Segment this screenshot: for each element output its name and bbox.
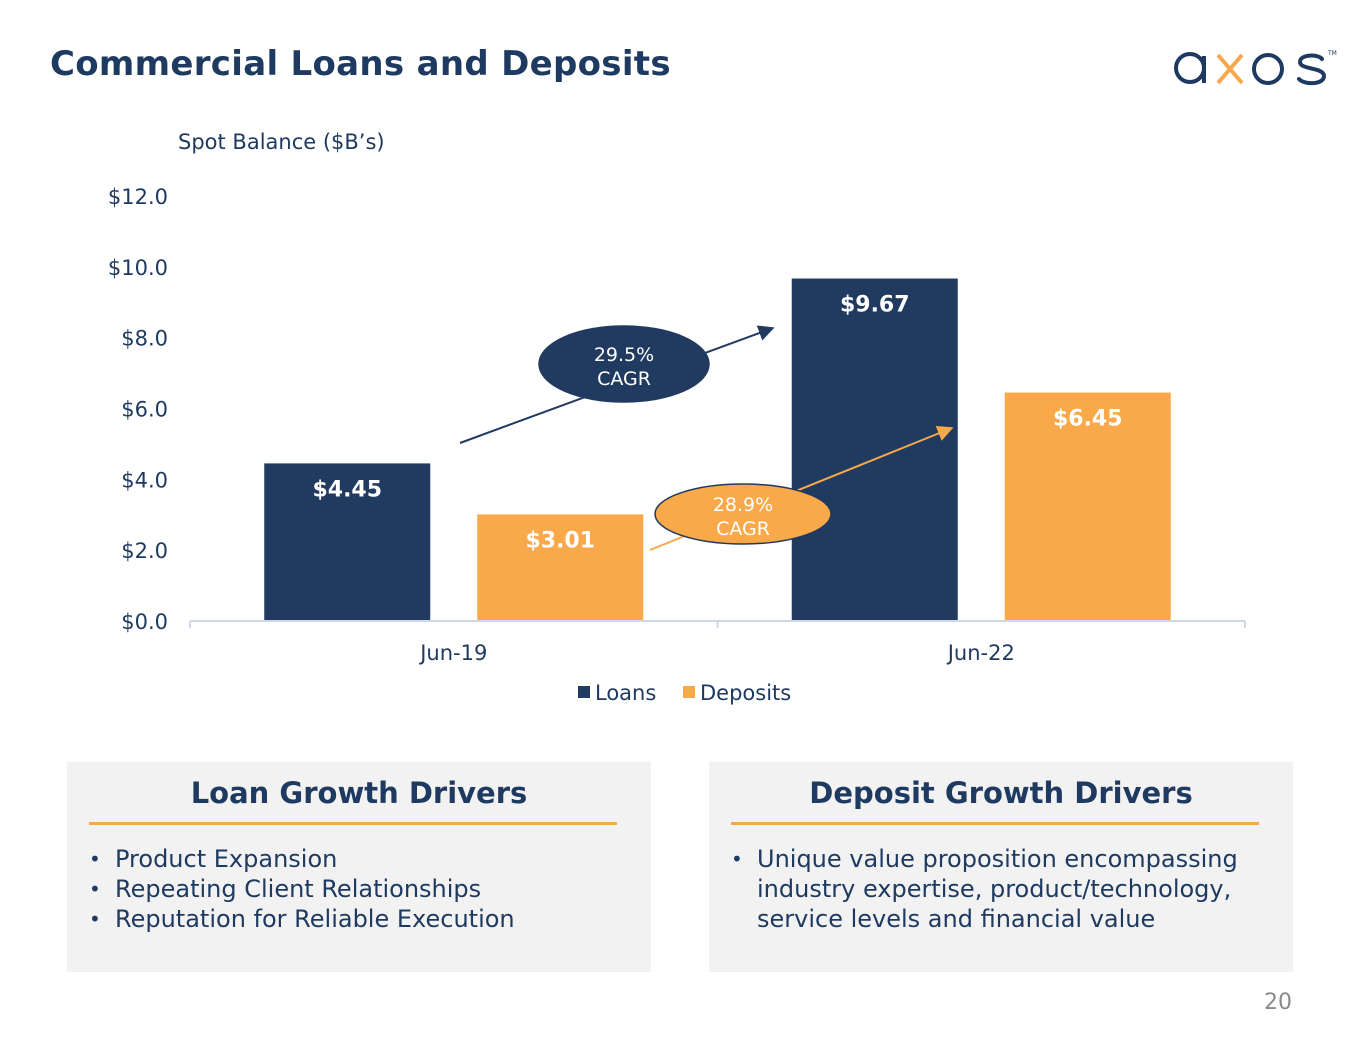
y-tick-label: $2.0 [121, 539, 168, 563]
slide-title: Commercial Loans and Deposits [50, 44, 671, 84]
deposit-growth-drivers-title: Deposit Growth Drivers [809, 776, 1193, 810]
loan-growth-drivers-panel: Loan Growth Drivers Product Expansion Re… [67, 762, 651, 972]
legend-label: Deposits [700, 681, 791, 705]
panel-divider [89, 822, 617, 825]
cagr-text-label: CAGR [597, 368, 651, 390]
y-tick-label: $0.0 [121, 610, 168, 634]
list-item: Product Expansion [87, 844, 631, 874]
cagr-callout [654, 483, 832, 545]
chart-subtitle: Spot Balance ($B’s) [178, 130, 385, 154]
axos-logo: TM [1168, 40, 1340, 100]
bar-data-label: $4.45 [312, 477, 382, 502]
loans-bar [264, 463, 431, 621]
y-tick-label: $12.0 [108, 185, 168, 209]
y-tick-label: $8.0 [121, 327, 168, 351]
deposits-bar [1004, 392, 1171, 621]
deposit-growth-drivers-panel: Deposit Growth Drivers Unique value prop… [709, 762, 1293, 972]
bars [264, 278, 1171, 621]
list-item: Unique value proposition encompassing in… [729, 844, 1273, 934]
cagr-percent-label: 29.5% [594, 344, 654, 366]
y-axis-labels: $0.0 $2.0 $4.0 $6.0 $8.0 $10.0 $12.0 [108, 185, 168, 634]
x-tick-label: Jun-22 [946, 641, 1015, 665]
bar-labels: $4.45 $3.01 $9.67 $6.45 [312, 293, 1122, 554]
deposit-growth-drivers-list: Unique value proposition encompassing in… [729, 844, 1273, 934]
loans-bar [791, 278, 958, 621]
loan-growth-drivers-list: Product Expansion Repeating Client Relat… [87, 844, 631, 934]
page-number: 20 [1264, 990, 1292, 1015]
axos-logo-mark: TM [1174, 50, 1337, 86]
bar-data-label: $6.45 [1053, 407, 1123, 432]
legend-swatch [683, 686, 695, 698]
bar-chart: Spot Balance ($B’s) $0.0 $2.0 $4.0 $6.0 $8.0… [108, 130, 1246, 705]
x-axis: Jun-19 Jun-22 [189, 620, 1246, 665]
chart-legend: Loans Deposits [578, 681, 791, 705]
list-item: Reputation for Reliable Execution [87, 904, 631, 934]
cagr-percent-label: 28.9% [713, 494, 773, 516]
cagr-text-label: CAGR [716, 518, 770, 540]
legend-label: Loans [595, 681, 656, 705]
y-tick-label: $4.0 [121, 468, 168, 492]
y-tick-label: $10.0 [108, 256, 168, 280]
panel-divider [731, 822, 1259, 825]
bar-data-label: $3.01 [525, 528, 595, 553]
legend-swatch [578, 686, 590, 698]
y-tick-label: $6.0 [121, 398, 168, 422]
bar-data-label: $9.67 [840, 293, 910, 318]
loan-growth-drivers-title: Loan Growth Drivers [190, 776, 528, 810]
svg-text:TM: TM [1327, 50, 1337, 57]
x-tick-label: Jun-19 [418, 641, 487, 665]
list-item: Repeating Client Relationships [87, 874, 631, 904]
cagr-callout [538, 325, 710, 403]
deposits-bar [477, 514, 644, 621]
